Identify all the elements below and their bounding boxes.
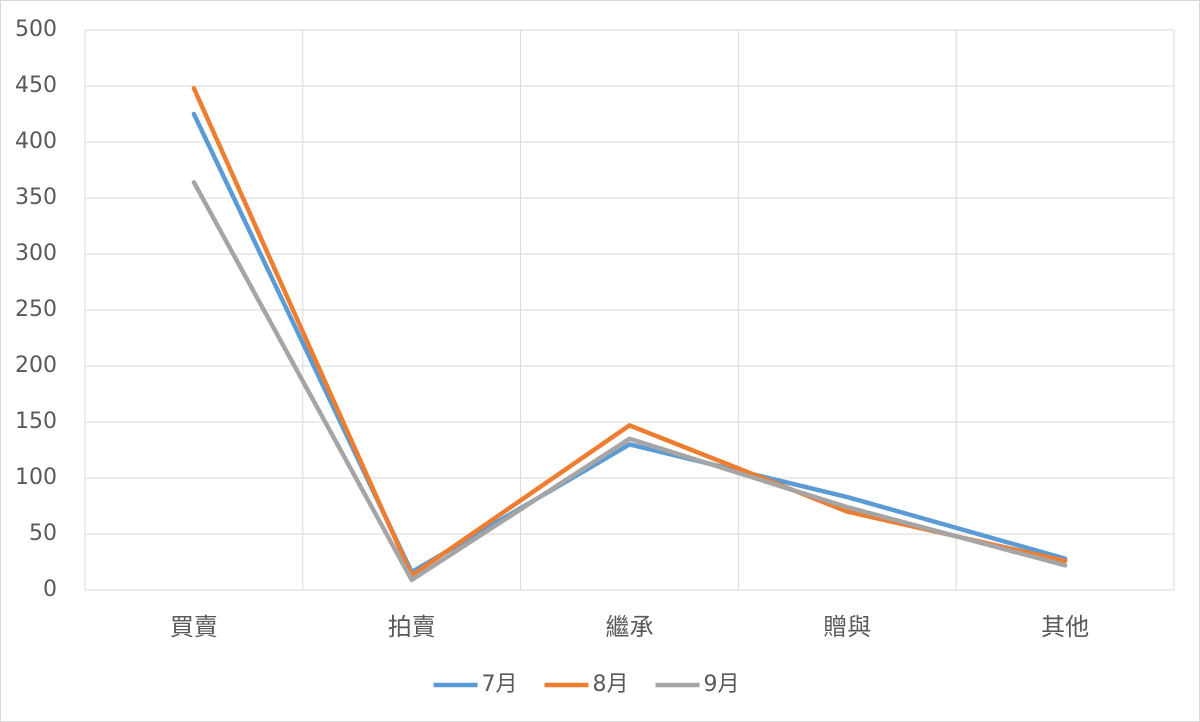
series-line — [191, 111, 1068, 575]
y-tick-label: 300 — [15, 241, 57, 266]
legend-label: 7月 — [482, 672, 518, 697]
y-tick-label: 500 — [15, 17, 57, 42]
legend-label: 8月 — [593, 672, 629, 697]
x-tick-label: 繼承 — [606, 613, 654, 641]
y-tick-label: 0 — [43, 577, 57, 602]
x-tick-label: 拍賣 — [388, 613, 436, 641]
x-tick-label: 贈與 — [823, 613, 871, 641]
y-tick-label: 50 — [29, 521, 57, 546]
x-tick-label: 買賣 — [170, 613, 218, 641]
y-tick-label: 150 — [15, 409, 57, 434]
legend-label: 9月 — [704, 672, 740, 697]
y-tick-label: 350 — [15, 185, 57, 210]
x-tick-label: 其他 — [1041, 613, 1089, 641]
y-tick-label: 100 — [15, 465, 57, 490]
y-tick-label: 200 — [15, 353, 57, 378]
y-tick-label: 400 — [15, 129, 57, 154]
y-tick-label: 250 — [15, 297, 57, 322]
series-line — [191, 180, 1068, 583]
y-tick-label: 450 — [15, 73, 57, 98]
